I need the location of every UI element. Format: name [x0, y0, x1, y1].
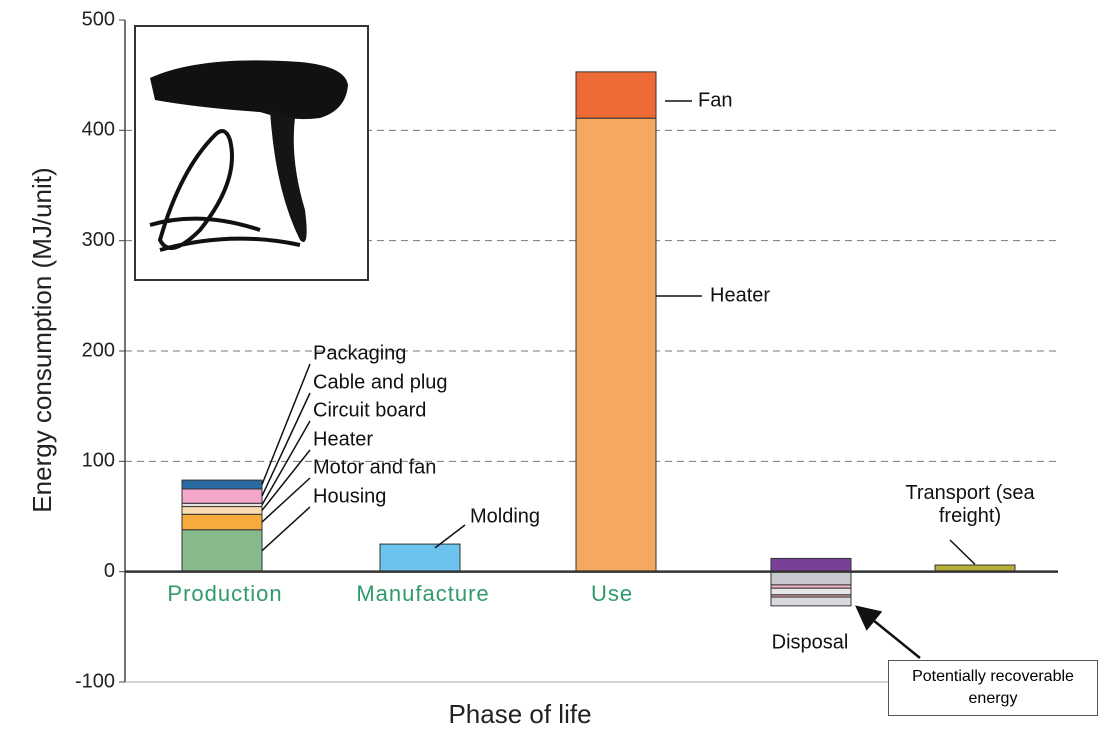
leader-line	[949, 539, 976, 565]
y-tick-label: 0	[104, 560, 115, 582]
series-label: Packaging	[313, 342, 406, 364]
x-tick-label: Production	[167, 581, 282, 606]
leader-line	[261, 477, 311, 523]
leader-line	[261, 449, 311, 511]
y-tick-label: 400	[82, 119, 115, 141]
bar-segment	[379, 543, 461, 573]
leader-line	[261, 506, 311, 552]
y-tick-label: 500	[82, 8, 115, 30]
leader-line	[434, 524, 466, 549]
arrow	[855, 605, 921, 659]
product-photo	[134, 25, 369, 281]
bar-segment	[575, 71, 657, 119]
series-label: Housing	[313, 485, 386, 507]
series-label: Heater	[313, 428, 373, 450]
y-axis-title: Energy consumption (MJ/unit)	[27, 167, 57, 512]
y-tick-label: 100	[82, 450, 115, 472]
bar-segment	[181, 529, 263, 573]
bar-segment	[181, 506, 263, 515]
series-label: Transport (sea freight)	[905, 482, 1035, 527]
leader-line	[261, 363, 311, 485]
series-label: Heater	[710, 284, 770, 306]
x-axis-title: Phase of life	[448, 699, 591, 729]
series-label: Cable and plug	[313, 371, 448, 393]
x-tick-label: Disposal	[772, 631, 849, 653]
series-label: Fan	[698, 89, 732, 111]
bar-segment	[181, 513, 263, 531]
leader-line	[261, 420, 311, 506]
series-label: Motor and fan	[313, 456, 436, 478]
bar-segment	[770, 571, 852, 586]
y-tick-label: 300	[82, 229, 115, 251]
leader-line	[261, 392, 311, 497]
bar-segment	[770, 587, 852, 596]
annotation-box: Potentially recoverable energy	[888, 660, 1098, 716]
y-tick-label: 200	[82, 339, 115, 361]
bar-segment	[181, 479, 263, 490]
series-label: Molding	[470, 505, 540, 527]
series-label: Circuit board	[313, 399, 426, 421]
bar-segment	[181, 488, 263, 504]
bar-segment	[770, 596, 852, 607]
x-tick-label: Use	[591, 581, 633, 606]
bar-segment	[770, 557, 852, 573]
x-tick-label: Manufacture	[356, 581, 489, 606]
y-tick-label: -100	[75, 670, 115, 692]
bar-segment	[575, 117, 657, 573]
